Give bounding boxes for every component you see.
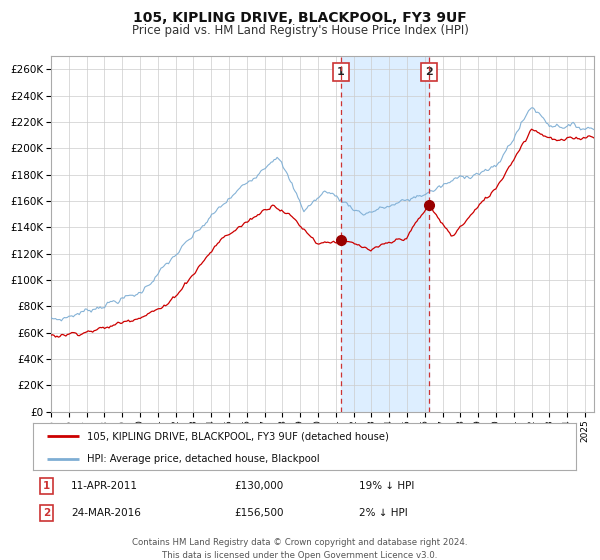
Text: 2: 2 xyxy=(425,67,433,77)
Text: 11-APR-2011: 11-APR-2011 xyxy=(71,481,138,491)
Text: 105, KIPLING DRIVE, BLACKPOOL, FY3 9UF: 105, KIPLING DRIVE, BLACKPOOL, FY3 9UF xyxy=(133,11,467,25)
Text: 105, KIPLING DRIVE, BLACKPOOL, FY3 9UF (detached house): 105, KIPLING DRIVE, BLACKPOOL, FY3 9UF (… xyxy=(88,431,389,441)
Text: £130,000: £130,000 xyxy=(234,481,283,491)
Text: 24-MAR-2016: 24-MAR-2016 xyxy=(71,508,141,518)
Text: 1: 1 xyxy=(337,67,345,77)
Text: Contains HM Land Registry data © Crown copyright and database right 2024.
This d: Contains HM Land Registry data © Crown c… xyxy=(132,538,468,560)
Text: 1: 1 xyxy=(43,481,50,491)
Text: Price paid vs. HM Land Registry's House Price Index (HPI): Price paid vs. HM Land Registry's House … xyxy=(131,24,469,36)
Text: £156,500: £156,500 xyxy=(234,508,283,518)
Text: 2% ↓ HPI: 2% ↓ HPI xyxy=(359,508,407,518)
Bar xyxy=(341,56,429,412)
Text: 2: 2 xyxy=(43,508,50,518)
Text: 19% ↓ HPI: 19% ↓ HPI xyxy=(359,481,414,491)
Text: HPI: Average price, detached house, Blackpool: HPI: Average price, detached house, Blac… xyxy=(88,454,320,464)
